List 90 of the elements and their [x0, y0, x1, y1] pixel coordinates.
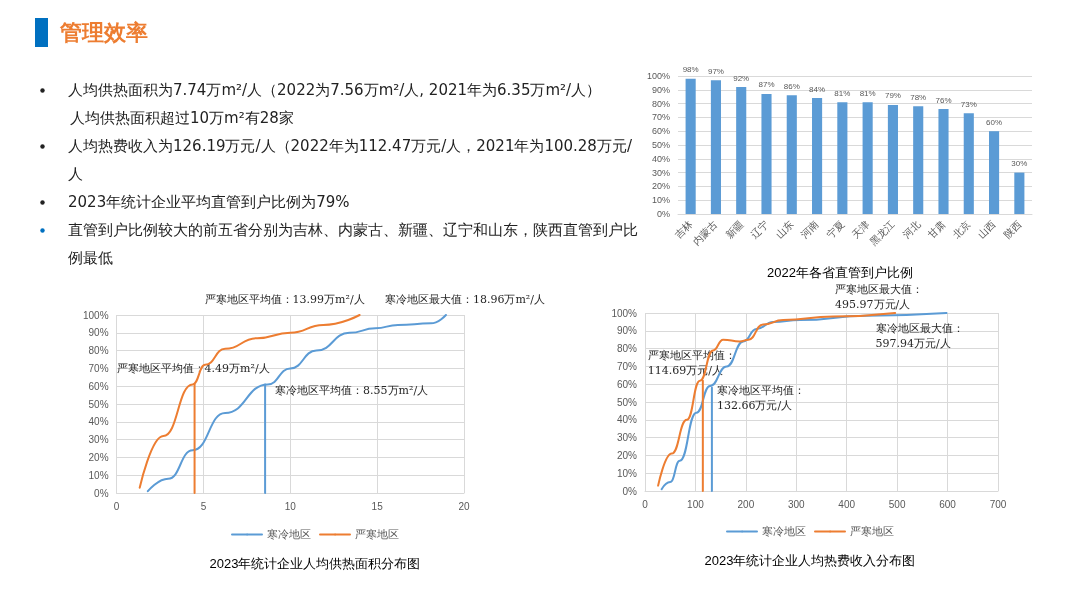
x-tick-label: 700: [989, 498, 1007, 510]
data-label: 73%: [960, 99, 977, 109]
x-tick-label: 新疆: [723, 218, 746, 241]
x-tick-label: 600: [939, 498, 957, 510]
y-tick-label: 40%: [651, 153, 670, 164]
y-tick-label: 50%: [651, 140, 670, 150]
y-tick-label: 10%: [88, 469, 109, 481]
x-tick-label: 0: [642, 498, 649, 510]
y-tick-label: 0%: [656, 209, 670, 219]
x-tick-label: 陕西: [1001, 218, 1024, 241]
x-tick-label: 河北: [900, 218, 923, 241]
y-tick-label: 20%: [651, 181, 670, 192]
text: 2023年统计企业平均直管到户比例为79%: [68, 193, 350, 211]
x-tick-label: 10: [284, 500, 297, 512]
x-tick-label: 5: [200, 500, 207, 512]
y-tick-label: 30%: [651, 167, 670, 178]
x-tick-label: 200: [737, 498, 755, 510]
annotation: 寒冷地区平均值：8.55万m²/人: [275, 383, 429, 397]
data-label: 81%: [834, 88, 851, 98]
data-label: 60%: [986, 117, 1003, 127]
y-tick-label: 40%: [616, 414, 638, 426]
data-label: 92%: [733, 73, 750, 83]
x-tick-label: 甘肃: [925, 218, 948, 241]
x-tick-label: 0: [113, 500, 120, 512]
legend-label: 寒冷地区: [267, 528, 311, 541]
data-label: 81%: [859, 88, 876, 98]
y-tick-label: 60%: [88, 380, 109, 392]
y-tick-label: 80%: [616, 343, 638, 355]
y-tick-label: 30%: [616, 432, 638, 444]
text: 人均供热面积超过10万m²有28家: [70, 109, 294, 127]
y-tick-label: 30%: [88, 434, 109, 446]
y-tick-label: 90%: [616, 325, 638, 337]
y-tick-label: 60%: [651, 126, 670, 137]
y-tick-label: 100%: [611, 307, 638, 319]
data-label: 98%: [682, 65, 699, 75]
x-tick-label: 100: [687, 498, 705, 510]
x-tick-label: 辽宁: [748, 218, 771, 241]
x-tick-label: 500: [888, 498, 906, 510]
y-tick-label: 100%: [83, 309, 109, 321]
y-tick-label: 0%: [622, 485, 638, 497]
x-tick-label: 15: [371, 500, 384, 512]
text: 2023年统计企业人均热费收入分布图: [704, 553, 916, 568]
text: 人均供热面积为7.74万m²/人（2022为7.56万m²/人, 2021年为6.35万m²/人）: [68, 81, 602, 99]
data-label: 30%: [1011, 159, 1028, 169]
x-tick-label: 20: [458, 500, 470, 512]
y-tick-label: 10%: [616, 467, 638, 479]
x-tick-label: 山西: [976, 218, 998, 241]
y-tick-label: 20%: [616, 449, 638, 461]
data-label: 97%: [707, 66, 724, 76]
legend-label: 严寒地区: [355, 528, 399, 541]
annotation: 寒冷地区平均值：132.66万元/人: [716, 383, 805, 412]
y-tick-label: 50%: [88, 398, 109, 410]
annotation: 寒冷地区最大值：18.96万m²/人: [384, 293, 545, 306]
data-label: 79%: [884, 91, 901, 101]
x-tick-label: 山东: [773, 218, 796, 241]
y-tick-label: 0%: [94, 487, 109, 499]
y-tick-label: 70%: [651, 112, 670, 123]
annotation: 严寒地区平均值：13.99万m²/人: [204, 293, 365, 306]
x-tick-label: 宁夏: [824, 218, 847, 241]
x-tick-label: 北京: [950, 218, 973, 241]
y-tick-label: 90%: [651, 84, 670, 95]
y-tick-label: 90%: [88, 327, 109, 339]
text: 2022年各省直管到户比例: [767, 265, 913, 280]
y-tick-label: 20%: [88, 451, 109, 463]
data-label: 87%: [758, 80, 775, 90]
x-tick-label: 河南: [799, 218, 821, 241]
data-label: 76%: [935, 95, 952, 105]
data-label: 78%: [910, 92, 927, 102]
text: 管理效率: [60, 19, 148, 47]
legend-label: 严寒地区: [850, 525, 894, 538]
x-tick-label: 300: [787, 498, 806, 510]
y-tick-label: 40%: [88, 416, 109, 428]
x-tick-label: 吉林: [672, 218, 695, 241]
y-tick-label: 80%: [88, 345, 109, 357]
y-tick-label: 80%: [651, 98, 670, 109]
text: 人均热费收入为126.19万元/人（2022年为112.47万元/人，2021年为100.28万元/人: [68, 137, 632, 183]
annotation: 严寒地区最大值：495.97万元/人: [835, 283, 924, 311]
text: 直管到户比例较大的前五省分别为吉林、内蒙古、新疆、辽宁和山东，陕西直管到户比例最低: [68, 221, 638, 267]
legend-label: 寒冷地区: [762, 525, 806, 538]
annotation: 寒冷地区最大值：597.94万元/人: [875, 322, 964, 350]
y-tick-label: 70%: [616, 360, 638, 372]
y-tick-label: 100%: [646, 71, 670, 81]
y-tick-label: 50%: [616, 396, 638, 408]
y-tick-label: 70%: [88, 362, 109, 374]
text: 2023年统计企业人均供热面积分布图: [209, 556, 421, 571]
data-label: 86%: [783, 81, 800, 91]
y-tick-label: 60%: [616, 378, 638, 390]
y-tick-label: 10%: [651, 195, 670, 206]
x-tick-label: 400: [838, 498, 856, 510]
data-label: 84%: [809, 84, 826, 94]
